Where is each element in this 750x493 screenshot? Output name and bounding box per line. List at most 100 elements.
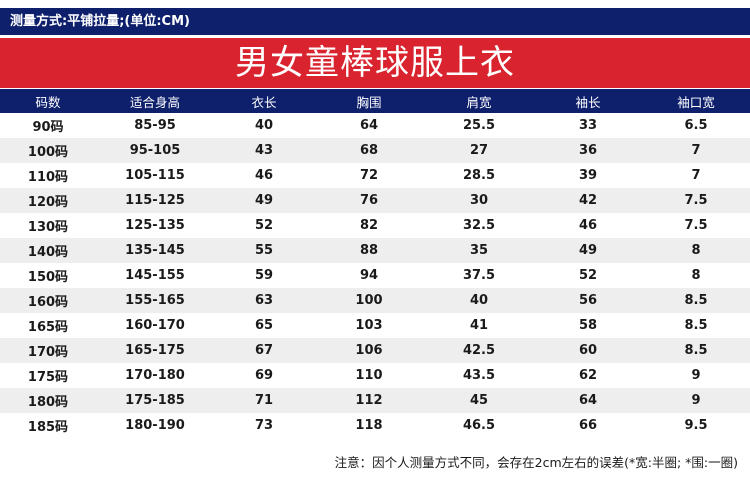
cell-chest: 118	[314, 413, 424, 438]
cell-cuff: 7	[642, 163, 750, 188]
column-header-sleeve: 袖长	[534, 89, 642, 113]
cell-sleeve: 64	[534, 388, 642, 413]
cell-sleeve: 46	[534, 213, 642, 238]
cell-chest: 88	[314, 238, 424, 263]
cell-sleeve: 62	[534, 363, 642, 388]
cell-shoulder: 43.5	[424, 363, 534, 388]
cell-length: 43	[214, 138, 314, 163]
table-row: 110码 105-115 46 72 28.5 39 7	[0, 163, 750, 188]
table-row: 140码 135-145 55 88 35 49 8	[0, 238, 750, 263]
cell-size: 130码	[0, 213, 96, 238]
table-row: 160码 155-165 63 100 40 56 8.5	[0, 288, 750, 313]
cell-chest: 94	[314, 263, 424, 288]
cell-cuff: 9	[642, 363, 750, 388]
measurement-method-text: 测量方式:平铺拉量;(单位:CM)	[10, 14, 190, 29]
cell-shoulder: 45	[424, 388, 534, 413]
cell-size: 150码	[0, 263, 96, 288]
cell-length: 69	[214, 363, 314, 388]
size-table: 码数 适合身高 衣长 胸围 肩宽 袖长 袖口宽 90码 85-95 40 64 25.5 33 6.5 1…	[0, 89, 750, 438]
table-row: 185码 180-190 73 118 46.5 66 9.5	[0, 413, 750, 438]
cell-shoulder: 30	[424, 188, 534, 213]
cell-chest: 106	[314, 338, 424, 363]
cell-shoulder: 41	[424, 313, 534, 338]
cell-size: 90码	[0, 113, 96, 138]
cell-sleeve: 39	[534, 163, 642, 188]
table-row: 150码 145-155 59 94 37.5 52 8	[0, 263, 750, 288]
cell-height: 170-180	[96, 363, 214, 388]
cell-shoulder: 42.5	[424, 338, 534, 363]
column-header-height: 适合身高	[96, 89, 214, 113]
table-header-row: 码数 适合身高 衣长 胸围 肩宽 袖长 袖口宽	[0, 89, 750, 113]
cell-cuff: 7.5	[642, 213, 750, 238]
cell-size: 175码	[0, 363, 96, 388]
cell-shoulder: 28.5	[424, 163, 534, 188]
cell-height: 175-185	[96, 388, 214, 413]
cell-length: 65	[214, 313, 314, 338]
cell-chest: 64	[314, 113, 424, 138]
cell-height: 115-125	[96, 188, 214, 213]
page-title: 男女童棒球服上衣	[235, 43, 515, 83]
cell-cuff: 9.5	[642, 413, 750, 438]
cell-length: 71	[214, 388, 314, 413]
cell-size: 185码	[0, 413, 96, 438]
cell-shoulder: 37.5	[424, 263, 534, 288]
cell-cuff: 9	[642, 388, 750, 413]
cell-length: 49	[214, 188, 314, 213]
cell-sleeve: 52	[534, 263, 642, 288]
cell-sleeve: 56	[534, 288, 642, 313]
table-row: 120码 115-125 49 76 30 42 7.5	[0, 188, 750, 213]
cell-height: 165-175	[96, 338, 214, 363]
table-row: 100码 95-105 43 68 27 36 7	[0, 138, 750, 163]
cell-height: 85-95	[96, 113, 214, 138]
cell-length: 40	[214, 113, 314, 138]
cell-length: 55	[214, 238, 314, 263]
cell-sleeve: 60	[534, 338, 642, 363]
cell-height: 155-165	[96, 288, 214, 313]
cell-chest: 110	[314, 363, 424, 388]
cell-cuff: 8.5	[642, 313, 750, 338]
disclaimer-text: 注意：因个人测量方式不同，会存在2cm左右的误差(*宽:半圈; *围:一圈)	[334, 455, 738, 470]
measurement-disclaimer: 注意：因个人测量方式不同，会存在2cm左右的误差(*宽:半圈; *围:一圈)	[335, 453, 738, 473]
cell-sleeve: 33	[534, 113, 642, 138]
title-banner: 男女童棒球服上衣	[0, 38, 750, 88]
cell-chest: 72	[314, 163, 424, 188]
cell-shoulder: 40	[424, 288, 534, 313]
cell-chest: 103	[314, 313, 424, 338]
cell-height: 105-115	[96, 163, 214, 188]
cell-size: 140码	[0, 238, 96, 263]
cell-length: 67	[214, 338, 314, 363]
cell-sleeve: 58	[534, 313, 642, 338]
cell-shoulder: 32.5	[424, 213, 534, 238]
cell-length: 59	[214, 263, 314, 288]
cell-cuff: 7	[642, 138, 750, 163]
cell-size: 100码	[0, 138, 96, 163]
cell-shoulder: 25.5	[424, 113, 534, 138]
cell-shoulder: 46.5	[424, 413, 534, 438]
table-row: 180码 175-185 71 112 45 64 9	[0, 388, 750, 413]
cell-sleeve: 42	[534, 188, 642, 213]
cell-chest: 100	[314, 288, 424, 313]
cell-chest: 82	[314, 213, 424, 238]
cell-cuff: 8.5	[642, 288, 750, 313]
measurement-method-bar: 测量方式:平铺拉量;(单位:CM)	[0, 8, 750, 35]
cell-size: 165码	[0, 313, 96, 338]
cell-height: 135-145	[96, 238, 214, 263]
cell-sleeve: 49	[534, 238, 642, 263]
cell-shoulder: 27	[424, 138, 534, 163]
cell-chest: 68	[314, 138, 424, 163]
column-header-chest: 胸围	[314, 89, 424, 113]
cell-shoulder: 35	[424, 238, 534, 263]
table-row: 130码 125-135 52 82 32.5 46 7.5	[0, 213, 750, 238]
table-row: 175码 170-180 69 110 43.5 62 9	[0, 363, 750, 388]
cell-size: 180码	[0, 388, 96, 413]
cell-height: 145-155	[96, 263, 214, 288]
cell-size: 160码	[0, 288, 96, 313]
column-header-shoulder: 肩宽	[424, 89, 534, 113]
cell-chest: 76	[314, 188, 424, 213]
cell-cuff: 6.5	[642, 113, 750, 138]
table-row: 90码 85-95 40 64 25.5 33 6.5	[0, 113, 750, 138]
cell-height: 125-135	[96, 213, 214, 238]
cell-cuff: 7.5	[642, 188, 750, 213]
cell-height: 95-105	[96, 138, 214, 163]
